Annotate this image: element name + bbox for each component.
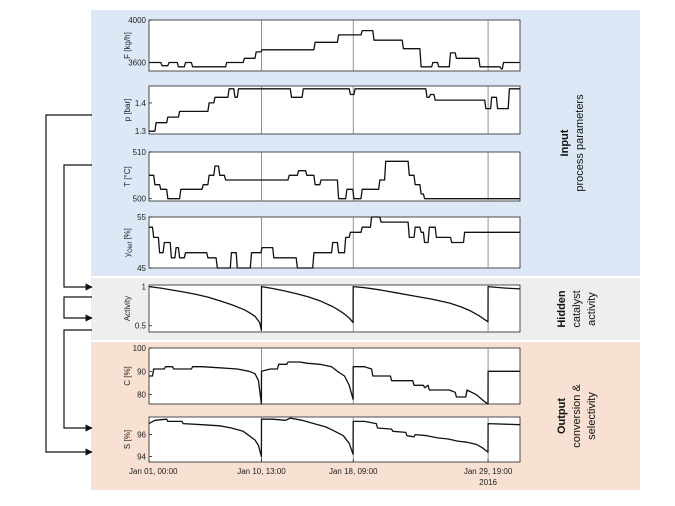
input-section-label: Input process parameters — [559, 94, 586, 192]
arrow-temperature-to-activity — [63, 164, 93, 291]
x-tick-label: Jan 29, 19:00 — [464, 467, 513, 476]
y-tick-label: 1.3 — [135, 127, 147, 136]
x-year-label: 2016 — [479, 478, 497, 487]
plot-area — [148, 347, 521, 405]
arrow-activity-to-output — [63, 329, 93, 432]
x-tick-label: Jan 01, 00:00 — [129, 467, 178, 476]
arrow-pressure-to-selectivity — [45, 114, 93, 456]
hidden-section-label: Hidden catalyst activity — [556, 290, 598, 328]
y-axis-label: Activity — [123, 296, 132, 321]
y-tick-label: 500 — [133, 195, 147, 204]
series-line — [148, 285, 521, 332]
output-section-title: Output — [556, 398, 568, 434]
y-tick-label: 4000 — [128, 16, 146, 25]
y-axis-label: S [%] — [123, 430, 132, 449]
hidden-section-subtitle-2: activity — [586, 292, 598, 326]
plot-area — [148, 85, 521, 135]
y-tick-label: 0.5 — [135, 322, 147, 331]
output-section-subtitle-2: selectivity — [586, 392, 598, 440]
y-tick-label: 1.4 — [135, 99, 147, 108]
series-line — [149, 160, 520, 200]
x-tick-label: Jan 10, 13:00 — [237, 467, 286, 476]
plot-area — [148, 416, 521, 463]
series-line — [149, 88, 520, 132]
series-line — [149, 29, 520, 70]
y-tick-label: 94 — [137, 453, 146, 462]
y-tick-label: 45 — [137, 264, 146, 273]
y-tick-label: 96 — [137, 431, 146, 440]
y-axis-label: T [°C] — [123, 166, 132, 186]
input-section-subtitle: process parameters — [574, 94, 586, 192]
series-line — [149, 216, 520, 269]
y-tick-label: 55 — [137, 213, 146, 222]
y-axis-label: C [%] — [123, 366, 132, 386]
input-section-title: Input — [559, 129, 571, 156]
x-tick-label: Jan 18, 09:00 — [329, 467, 378, 476]
plot-area — [148, 284, 521, 333]
y-axis-label: yOlef [%] — [123, 228, 134, 257]
output-section-subtitle-1: conversion & — [571, 384, 583, 448]
plot-area — [148, 19, 521, 72]
y-tick-label: 3600 — [128, 59, 146, 68]
series-line — [148, 417, 521, 458]
output-section-label: Output conversion & selectivity — [556, 384, 598, 448]
arrow-activity-loop — [63, 296, 93, 322]
y-tick-label: 90 — [137, 367, 146, 376]
y-tick-label: 510 — [133, 148, 147, 157]
x-axis: Jan 01, 00:00 Jan 10, 13:00 Jan 18, 09:00 J… — [129, 459, 513, 487]
y-axis-label: F [kg/h] — [123, 32, 132, 59]
hidden-section-subtitle-1: catalyst — [571, 290, 583, 327]
plot-area — [148, 151, 521, 202]
flow-arrows — [45, 114, 93, 456]
series-line — [149, 361, 520, 405]
chart-panel-2: 1.4 1.3p [bar] — [123, 85, 521, 136]
y-axis-label: p [bar] — [123, 99, 132, 122]
y-tick-label: 80 — [137, 391, 146, 400]
y-tick-label: 100 — [133, 344, 147, 353]
chart-panel-7: 96 94 S [%] — [123, 416, 521, 463]
y-tick-label: 1 — [142, 283, 147, 292]
hidden-section-title: Hidden — [556, 290, 568, 328]
chart-panel-6: 100 90 80 C [%] — [123, 344, 521, 405]
